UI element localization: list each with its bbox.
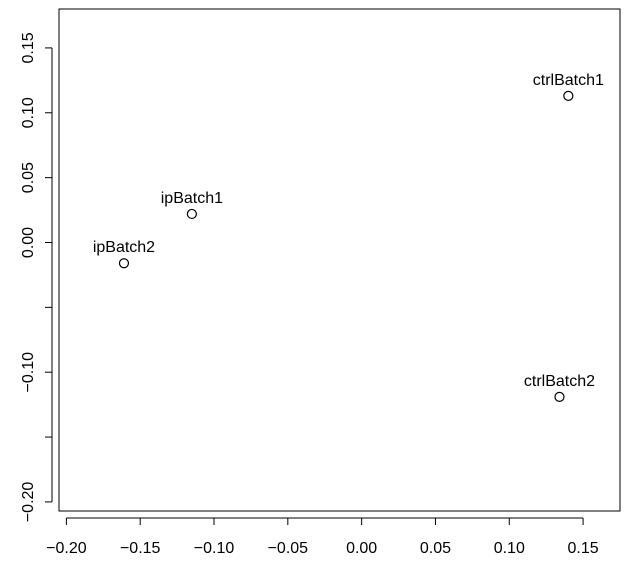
data-point <box>118 258 130 269</box>
x-tick-label: −0.15 <box>120 540 161 557</box>
x-tick-label: −0.05 <box>268 540 309 557</box>
x-tick-label: 0.00 <box>346 540 377 557</box>
y-axis: −0.20 −0.10 0.00 0.05 0.10 0.15 <box>20 32 53 523</box>
data-point <box>563 90 574 102</box>
y-tick-label: 0.10 <box>20 97 37 128</box>
data-point <box>554 391 565 402</box>
data-points: ctrlBatch1 ipBatch1 ipBatch2 ctrlBatch2 <box>93 72 604 402</box>
x-tick-label: 0.15 <box>568 540 599 557</box>
data-point <box>186 208 197 220</box>
y-tick-label: −0.20 <box>20 482 37 523</box>
y-tick-label: 0.15 <box>20 32 37 63</box>
y-tick-label: 0.05 <box>20 162 37 193</box>
point-label: ctrlBatch1 <box>533 72 604 89</box>
y-tick-label: 0.00 <box>20 227 37 258</box>
x-tick-label: −0.10 <box>194 540 235 557</box>
y-tick-label: −0.10 <box>20 352 37 393</box>
plot-frame <box>58 8 621 512</box>
point-label: ipBatch2 <box>93 239 155 256</box>
point-label: ctrlBatch2 <box>524 373 595 390</box>
x-tick-label: 0.05 <box>420 540 451 557</box>
x-tick-label: −0.20 <box>46 540 87 557</box>
x-axis: −0.20 −0.15 −0.10 −0.05 0.00 0.05 0.10 0.15 <box>46 517 599 557</box>
x-tick-label: 0.10 <box>494 540 525 557</box>
point-label: ipBatch1 <box>161 190 223 207</box>
